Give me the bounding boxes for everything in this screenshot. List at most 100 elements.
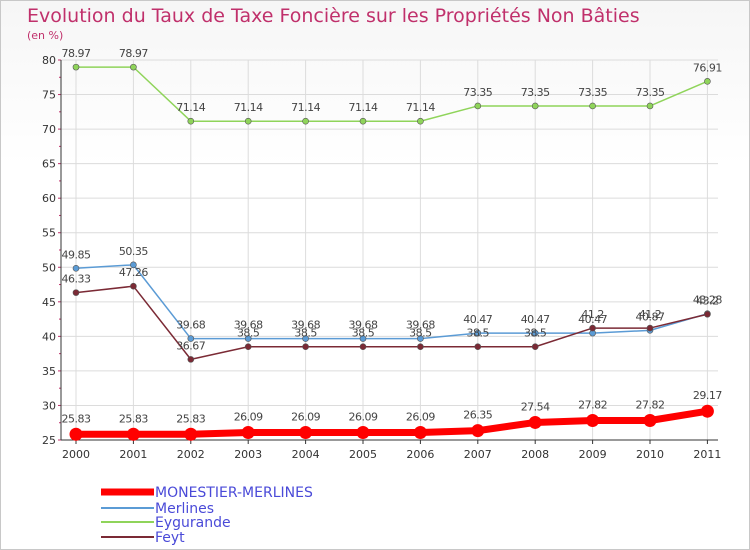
data-point-monestier-merlines — [528, 415, 542, 429]
data-point-merlines — [302, 335, 309, 342]
data-label-eygurande: 76.91 — [693, 61, 722, 74]
series-line-eygurande — [76, 66, 708, 122]
data-point-monestier-merlines — [471, 424, 485, 438]
data-point-eygurande — [589, 102, 596, 110]
x-tick-label: 2010 — [636, 448, 664, 461]
data-point-eygurande — [359, 117, 367, 125]
data-label-merlines: 40.47 — [463, 313, 492, 326]
data-point-feyt — [704, 310, 711, 318]
y-tick-label: 55 — [42, 227, 56, 240]
series-line-feyt — [75, 285, 708, 361]
data-point-feyt — [72, 289, 80, 296]
data-label-feyt: 47.26 — [119, 266, 148, 279]
data-point-feyt — [531, 343, 539, 351]
data-label-eygurande: 71.14 — [291, 101, 320, 114]
x-tick-label: 2011 — [693, 448, 721, 461]
data-label-merlines: 50.35 — [119, 245, 148, 258]
y-tick-label: 40 — [42, 330, 56, 343]
data-point-merlines — [474, 329, 482, 337]
data-point-feyt — [302, 343, 309, 351]
x-tick-label: 2009 — [579, 448, 607, 461]
data-label-eygurande: 78.97 — [62, 47, 91, 60]
data-label-merlines: 43.28 — [693, 294, 722, 307]
data-point-merlines — [187, 335, 195, 342]
series-line-merlines — [75, 264, 708, 340]
x-tick-label: 2001 — [119, 448, 147, 461]
data-point-monestier-merlines — [126, 427, 140, 441]
data-label-feyt: 43.2 — [696, 294, 719, 307]
data-label-monestier-merlines: 25.83 — [62, 412, 91, 425]
data-labels: 25.83 25.83 25.83 26.09 26.09 26.09 26.09 26.35… — [62, 47, 723, 425]
data-label-feyt: 38.5 — [409, 327, 432, 340]
x-tick-label: 2000 — [62, 448, 90, 461]
data-label-monestier-merlines: 26.35 — [463, 409, 492, 422]
data-point-eygurande — [187, 117, 195, 125]
data-label-monestier-merlines: 27.82 — [636, 399, 665, 412]
data-point-feyt — [646, 324, 654, 332]
data-point-eygurande — [72, 63, 80, 71]
data-label-monestier-merlines: 27.82 — [578, 399, 607, 412]
data-label-merlines: 39.68 — [176, 319, 205, 332]
data-point-feyt — [130, 282, 137, 290]
y-tick-label: 25 — [42, 434, 56, 447]
data-label-monestier-merlines: 26.09 — [406, 410, 435, 423]
data-label-merlines: 39.68 — [291, 319, 320, 332]
data-label-merlines: 39.68 — [234, 319, 263, 332]
y-tick-label: 45 — [42, 296, 56, 309]
data-point-eygurande — [417, 117, 424, 125]
data-point-eygurande — [130, 63, 137, 71]
y-tick-label: 50 — [42, 261, 56, 274]
data-label-eygurande: 71.14 — [176, 101, 205, 114]
data-point-monestier-merlines — [69, 427, 83, 441]
data-label-monestier-merlines: 26.09 — [234, 410, 263, 423]
data-label-merlines: 49.85 — [62, 248, 91, 261]
data-point-monestier-merlines — [241, 425, 255, 439]
chart-unit: (en %) — [27, 29, 64, 42]
data-label-feyt: 46.33 — [62, 273, 91, 286]
data-point-merlines — [72, 265, 80, 272]
series-group — [69, 63, 714, 441]
data-point-eygurande — [704, 78, 711, 85]
y-tick-label: 70 — [42, 123, 56, 136]
data-point-merlines — [531, 329, 539, 337]
data-label-feyt: 38.5 — [524, 327, 547, 340]
data-point-monestier-merlines — [184, 427, 198, 441]
data-label-merlines: 40.87 — [636, 310, 665, 323]
data-point-monestier-merlines — [413, 425, 427, 439]
data-point-feyt — [359, 343, 367, 351]
x-tick-label: 2006 — [406, 448, 434, 461]
data-label-feyt: 38.5 — [294, 327, 317, 340]
data-point-feyt — [589, 324, 596, 332]
x-tick-label: 2008 — [521, 448, 549, 461]
data-point-merlines — [244, 335, 252, 342]
data-label-merlines: 39.68 — [406, 319, 435, 332]
data-label-feyt: 36.67 — [176, 339, 205, 352]
data-label-eygurande: 71.14 — [406, 101, 435, 114]
axes: 25 30 35 40 45 50 55 60 65 70 75 80 2000 2001 2002 2003… — [42, 54, 721, 461]
data-label-monestier-merlines: 29.17 — [693, 389, 722, 402]
data-label-merlines: 40.47 — [578, 313, 607, 326]
data-label-merlines: 40.47 — [521, 313, 550, 326]
grid-lines — [61, 59, 718, 440]
data-label-eygurande: 78.97 — [119, 47, 148, 60]
legend-label: Eygurande — [155, 515, 231, 531]
data-label-feyt: 41.2 — [639, 308, 662, 321]
data-point-feyt — [417, 343, 424, 351]
data-point-merlines — [359, 335, 367, 342]
data-label-monestier-merlines: 26.09 — [291, 410, 320, 423]
data-point-merlines — [130, 261, 137, 269]
y-tick-label: 80 — [42, 54, 56, 67]
x-tick-label: 2007 — [464, 448, 492, 461]
series-line-monestier-merlines — [76, 407, 708, 438]
data-point-eygurande — [302, 117, 309, 125]
data-label-eygurande: 73.35 — [463, 86, 492, 99]
legend-label: Merlines — [155, 501, 214, 517]
data-point-monestier-merlines — [299, 425, 313, 439]
data-label-monestier-merlines: 26.09 — [349, 410, 378, 423]
data-label-monestier-merlines: 25.83 — [176, 412, 205, 425]
data-point-feyt — [244, 343, 252, 351]
data-point-eygurande — [474, 102, 482, 110]
